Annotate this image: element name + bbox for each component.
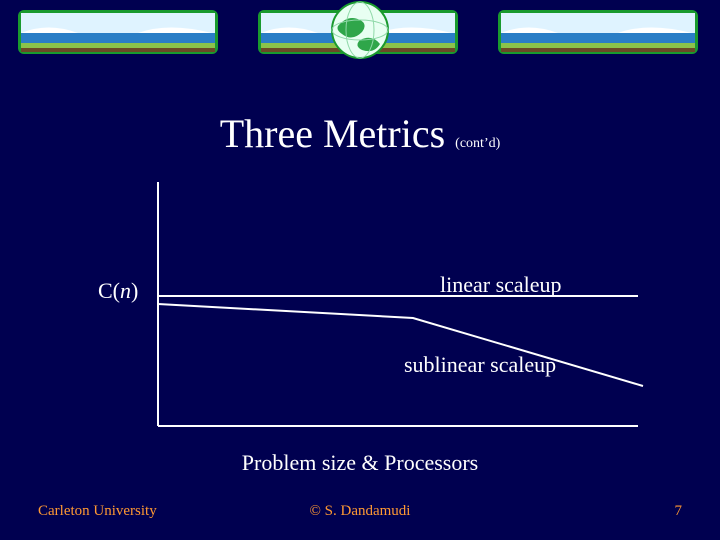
ylabel-var: n	[120, 278, 131, 303]
sublinear-scaleup-line	[158, 304, 643, 386]
ylabel-prefix: C(	[98, 278, 120, 303]
title-subscript: (cont’d)	[455, 136, 500, 151]
title-main: Three Metrics	[220, 111, 445, 156]
sublinear-scaleup-label: sublinear scaleup	[404, 352, 556, 378]
header-banner	[0, 0, 720, 68]
x-axis-label: Problem size & Processors	[0, 450, 720, 476]
ylabel-suffix: )	[131, 278, 138, 303]
y-axis-label: C(n)	[98, 278, 138, 304]
footer-copyright: © S. Dandamudi	[0, 503, 720, 520]
linear-scaleup-label: linear scaleup	[440, 272, 562, 298]
slide-title: Three Metrics (cont’d)	[0, 110, 720, 157]
slide-number: 7	[675, 503, 683, 520]
slide-footer: Carleton University © S. Dandamudi 7	[0, 496, 720, 520]
scaleup-chart: C(n) linear scaleup sublinear scaleup	[98, 178, 648, 446]
